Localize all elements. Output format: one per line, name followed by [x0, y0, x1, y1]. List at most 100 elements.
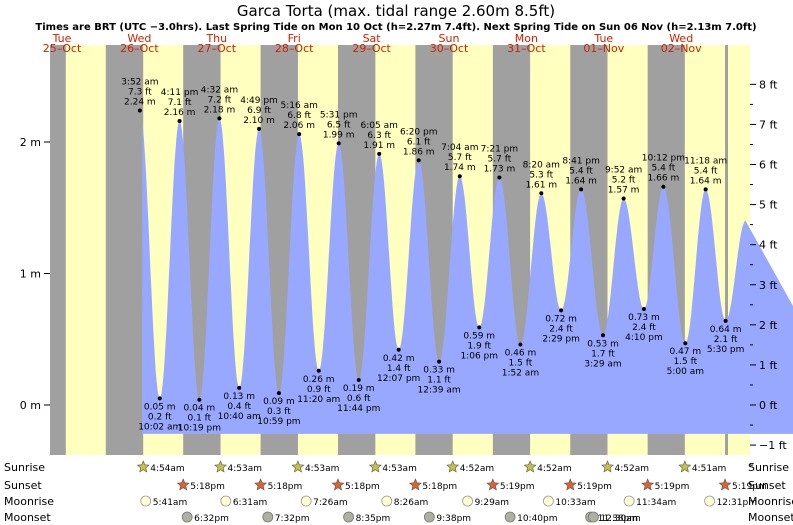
day-name: Fri [288, 32, 301, 45]
high-tide-2: 4:11 pm7.1 ft2.16 m [161, 88, 198, 123]
low-tide-21: 0.72 m2.4 ft2:29 pm [542, 308, 580, 344]
tide-label: 5.4 ft [694, 166, 718, 176]
sunset-event: 5:18pm [176, 478, 225, 492]
tide-extreme-point [396, 347, 401, 352]
moonset-icon [588, 511, 599, 523]
sunset-icon [718, 478, 732, 491]
moonset-time: 6:32pm [194, 514, 229, 524]
tide-label: 0.1 ft [188, 414, 212, 424]
tide-extreme-point [703, 187, 708, 192]
tide-label: 0.42 m [383, 354, 415, 364]
moonrise-event: 6:31am [220, 495, 268, 508]
moonset-icon [262, 511, 274, 523]
tide-label: 7.2 ft [208, 95, 232, 105]
right-tick-label: 8 ft [759, 78, 778, 91]
sunset-icon [641, 478, 655, 491]
tide-label: 6.1 ft [407, 137, 431, 147]
day-name: Sun [439, 32, 460, 45]
chart-title: Garca Torta (max. tidal range 2.60m 8.5f… [237, 2, 555, 20]
sunrise-event: 4:54am [136, 460, 185, 474]
sunrise-icon [136, 460, 150, 473]
tide-label: 7.1 ft [168, 98, 192, 108]
axes: 0 m 1 m 2 m −1 ft 0 ft 1 ft 2 ft 3 ft 4 ft 5 ft 6 … [20, 78, 787, 466]
tide-label: 6.9 ft [247, 106, 271, 116]
tide-label: 11:20 am [297, 395, 340, 405]
sunset-time: 5:18pm [345, 482, 380, 492]
tide-label: 6:05 am [361, 121, 398, 131]
tide-label: 4:49 pm [240, 96, 278, 106]
moonrise-event: 10:33am [543, 495, 596, 508]
tide-label: 0.19 m [343, 384, 375, 394]
high-tide-14: 6:20 pm6.1 ft1.86 m [400, 127, 438, 163]
tide-label: 2.4 ft [632, 323, 656, 333]
moonrise-event: 9:29am [462, 495, 509, 508]
sunrise-icon [214, 460, 228, 473]
row-label-right: Moonrise [748, 495, 793, 508]
moonset-event: 10:40pm [504, 511, 558, 524]
moonset-time: 11:38pm [598, 514, 638, 524]
low-tide-17: 0.59 m1.9 ft1:06 pm [460, 325, 498, 361]
tide-extreme-point [457, 174, 462, 179]
tide-label: 5.4 ft [652, 164, 676, 174]
tide-extreme-point [157, 396, 162, 401]
tide-label: 0.04 m [184, 404, 216, 414]
sunrise-time: 4:54am [150, 464, 185, 474]
chart-subtitle: Times are BRT (UTC −3.0hrs). Last Spring… [35, 22, 756, 33]
low-tide-19: 0.46 m1.5 ft1:52 am [502, 342, 539, 379]
day-date: 27–Oct [198, 42, 237, 55]
moonset-icon [343, 511, 354, 523]
sunrise-time: 4:52am [460, 464, 495, 474]
moonrise-icon [543, 495, 554, 507]
sunset-icon [408, 478, 422, 491]
sunrise-event: 4:52am [446, 460, 495, 474]
moonrise-time: 6:31am [233, 498, 268, 508]
right-tick-label: −1 ft [759, 439, 787, 452]
left-tick-label: 1 m [20, 268, 41, 281]
low-tide-23: 0.53 m1.7 ft3:29 am [584, 333, 622, 369]
tide-label: 0.72 m [545, 314, 577, 324]
tide-label: 0.53 m [587, 339, 619, 349]
sunset-time: 5:19pm [577, 482, 612, 492]
moonset-event: 8:35pm [343, 511, 390, 524]
tide-label: 1.99 m [323, 130, 355, 140]
high-tide-12: 6:05 am6.3 ft1.91 m [361, 121, 398, 156]
tide-label: 2.16 m [164, 108, 196, 118]
tide-label: 0.59 m [463, 331, 495, 341]
tide-label: 1:52 am [502, 369, 539, 379]
day-name: Tue [593, 32, 613, 45]
moonrise-time: 11:34am [636, 498, 676, 508]
tide-extreme-point [377, 151, 382, 156]
tide-label: 5.7 ft [448, 153, 472, 163]
high-tide-20: 8:20 am5.3 ft1.61 m [523, 160, 560, 196]
tide-label: 1.5 ft [509, 359, 533, 369]
tide-label: 0.2 ft [148, 412, 172, 422]
tide-label: 10:19 pm [178, 424, 221, 434]
tide-extreme-point [559, 308, 564, 313]
tide-label: 6.5 ft [327, 120, 351, 130]
sunrise-event: 4:53am [291, 460, 339, 474]
moonrise-event: 8:26am [381, 495, 428, 508]
high-tide-0: 3:52 am7.3 ft2.24 m [121, 77, 159, 113]
tide-label: 5:00 am [667, 367, 704, 377]
tide-label: 5.4 ft [569, 166, 593, 176]
tide-label: 0.9 ft [307, 385, 331, 395]
tide-label: 9:52 am [605, 166, 642, 176]
sunset-time: 5:18pm [422, 482, 457, 492]
moonset-icon [423, 511, 435, 523]
astronomy-rows: Sunrise Sunrise 4:54am 4:53am 4:53am 4:53am 4:… [4, 460, 793, 524]
tide-extreme-point [336, 141, 341, 146]
high-tide-16: 7:04 am5.7 ft1.74 m [441, 143, 478, 179]
tide-extreme-point [621, 196, 626, 201]
day-name: Wed [127, 32, 151, 45]
tide-label: 5.7 ft [488, 155, 512, 165]
high-tide-18: 7:21 pm5.7 ft1.73 m [481, 145, 518, 180]
tide-label: 5:31 pm [320, 110, 358, 120]
sunrise-icon [601, 460, 614, 473]
tide-label: 12:39 am [418, 386, 461, 396]
day-date: 31–Oct [507, 42, 546, 55]
row-label-left: Sunrise [4, 461, 45, 474]
day-date: 02–Nov [661, 42, 702, 55]
